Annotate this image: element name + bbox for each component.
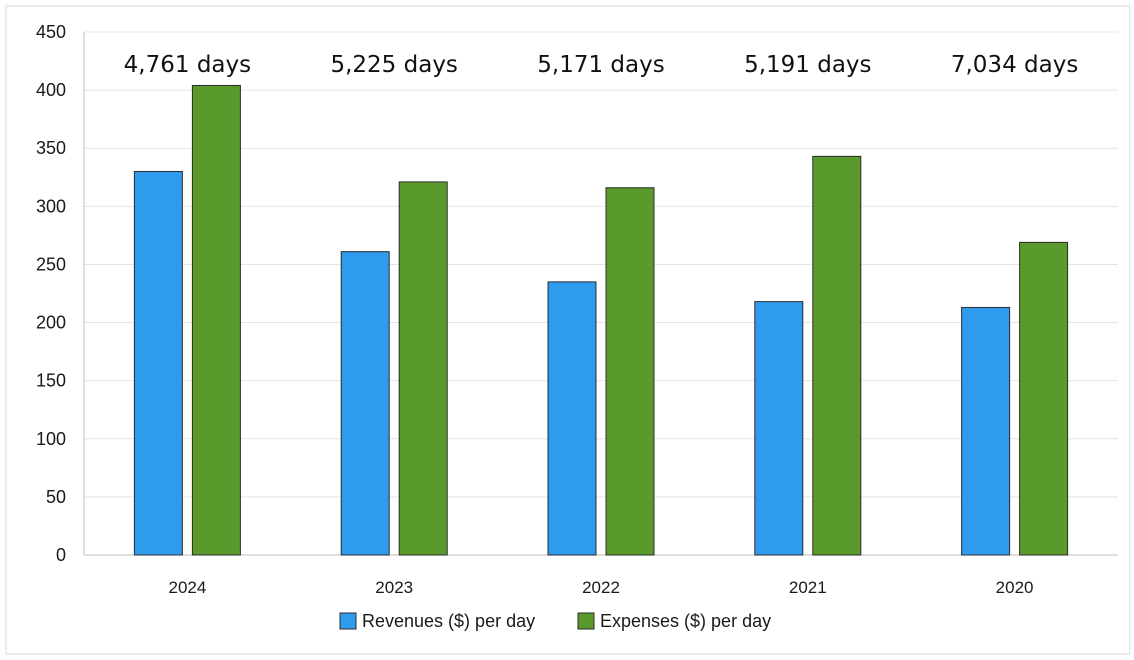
y-tick-label: 50	[46, 487, 66, 507]
y-tick-label: 450	[36, 22, 66, 42]
y-tick-label: 250	[36, 254, 66, 274]
days-annotation: 5,225 days	[330, 52, 457, 78]
legend-label-expenses: Expenses ($) per day	[600, 611, 771, 631]
bar-revenues-2024	[133, 170, 183, 556]
days-annotation: 7,034 days	[951, 52, 1078, 78]
bar-expenses-2021	[812, 155, 862, 556]
y-tick-label: 100	[36, 429, 66, 449]
bar-expenses-2022	[605, 187, 655, 556]
bar-revenues-2020	[961, 306, 1011, 556]
bar-revenues-2023	[340, 251, 390, 556]
legend-swatch-expenses	[577, 612, 595, 630]
x-tick-label: 2023	[375, 578, 413, 597]
days-annotation: 5,171 days	[537, 52, 664, 78]
x-tick-label: 2021	[789, 578, 827, 597]
bar-expenses-2020	[1019, 241, 1069, 556]
legend-label-revenues: Revenues ($) per day	[362, 611, 535, 631]
days-annotation: 5,191 days	[744, 52, 871, 78]
y-tick-label: 350	[36, 138, 66, 158]
bar-revenues-2021	[754, 301, 804, 556]
bar-revenues-2022	[547, 281, 597, 556]
x-tick-label: 2020	[996, 578, 1034, 597]
x-tick-label: 2024	[168, 578, 206, 597]
x-tick-label: 2022	[582, 578, 620, 597]
y-tick-label: 400	[36, 80, 66, 100]
bar-expenses-2023	[398, 181, 448, 556]
y-tick-label: 0	[56, 545, 66, 565]
y-tick-label: 150	[36, 371, 66, 391]
legend-swatch-revenues	[339, 612, 357, 630]
y-tick-label: 300	[36, 196, 66, 216]
y-tick-label: 200	[36, 313, 66, 333]
days-annotation: 4,761 days	[124, 52, 251, 78]
bar-expenses-2024	[191, 84, 241, 556]
